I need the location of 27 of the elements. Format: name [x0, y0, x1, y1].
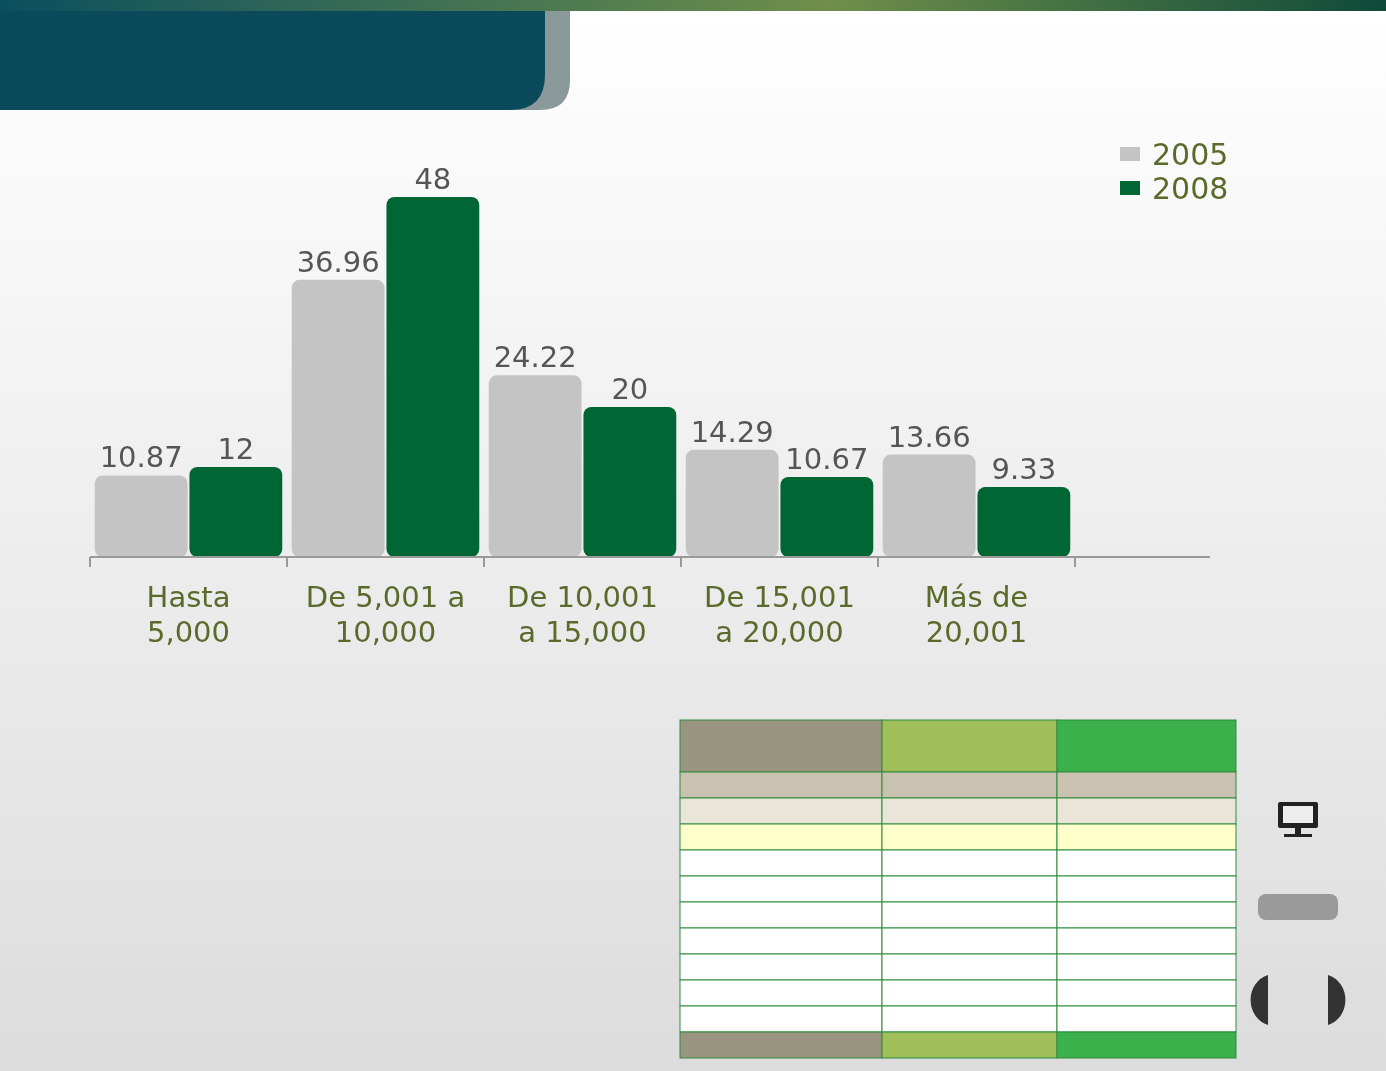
bar	[780, 476, 874, 557]
bar	[977, 487, 1071, 557]
x-tick-label: De 15,001 a 20,000	[704, 580, 855, 649]
data-label: 9.33	[991, 452, 1057, 487]
bar	[94, 475, 188, 557]
data-label: 10.87	[99, 440, 183, 475]
data-label: 20	[611, 372, 649, 406]
data-label: 24.22	[493, 340, 577, 375]
bar	[386, 197, 480, 557]
data-label: 14.29	[690, 414, 774, 449]
bar	[685, 449, 779, 557]
bar	[488, 375, 582, 557]
x-tick-label: Hasta 5,000	[146, 580, 231, 649]
data-label: 48	[414, 162, 452, 196]
x-tick-label: Más de 20,001	[924, 580, 1029, 649]
legend-label: 2008	[1152, 171, 1229, 206]
bar	[189, 467, 283, 557]
data-label: 10.67	[785, 441, 869, 476]
data-label: 12	[217, 432, 255, 466]
x-tick-label: De 5,001 a 10,000	[305, 580, 466, 649]
bar	[291, 279, 385, 557]
legend-label: 2005	[1152, 137, 1229, 172]
data-label: 36.96	[296, 244, 380, 279]
data-label: 13.66	[887, 419, 971, 454]
bar	[583, 407, 677, 557]
x-tick-label: De 10,001 a 15,000	[507, 580, 658, 649]
bar	[882, 454, 976, 557]
